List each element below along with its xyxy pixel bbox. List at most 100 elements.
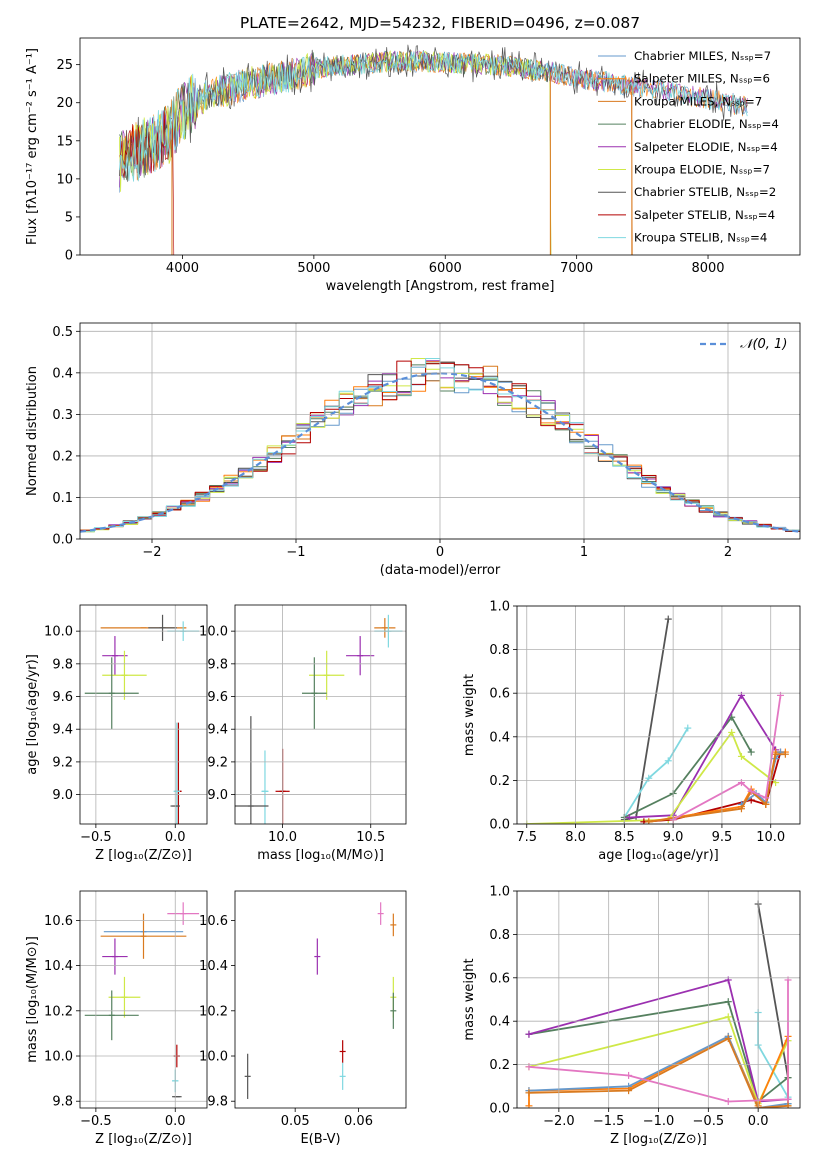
y-tick-label: 0.8 [489,643,510,658]
plot-area [523,615,789,824]
x-tick-label: −1 [286,545,305,560]
chart-spectrum: 4000 5000 6000 7000 8000 0 5 10 15 20 25 wavelength… [25,37,801,294]
spectrum-line [119,51,748,182]
y-axis-label: mass [log₁₀(M/M⊙)] [25,936,40,1063]
y-tick-label: 9.2 [52,755,73,770]
chart-weight_vs_Z: −2.0 −1.5 −1.0 −0.5 0.0 0.0 0.2 0.4 0.6 0.8 1.0 Z [… [462,885,801,1147]
x-tick-label: 1 [580,545,588,560]
x-tick-label: 6000 [429,261,462,276]
x-axis-label: E(B-V) [300,1132,340,1147]
y-tick-label: 10.2 [199,1004,228,1019]
x-axis-label: wavelength [Angstrom, rest frame] [326,279,555,294]
y-tick-label: 10.2 [44,1004,73,1019]
chart-mass_vs_Z: −0.5 0.0 9.8 10.0 10.2 10.4 10.6 Z [log₁₀(Z/Z⊙)… [25,890,208,1147]
y-tick-label: 0.4 [489,1015,510,1030]
y-axis-label: Normed distribution [25,366,40,496]
y-tick-label: 0.6 [489,971,510,986]
legend: Chabrier MILES, Nₛₛₚ=7 Salpeter MILES, Nₛ… [598,49,779,245]
x-axis-label: age [log₁₀(age/yr)] [598,848,719,863]
plot-area [84,614,200,824]
y-tick-label: 0.1 [52,491,73,506]
legend-label: Chabrier STELIB, Nₛₛₚ=2 [634,185,776,199]
legend-label: Kroupa MILES, Nₛₛₚ=7 [634,94,762,108]
y-tick-label: 10.6 [44,914,73,929]
y-tick-label: 20 [56,96,73,111]
y-axis-label: mass weight [462,958,477,1040]
y-tick-label: 10.4 [199,959,228,974]
y-tick-label: 9.4 [207,723,228,738]
y-tick-label: 9.0 [207,788,228,803]
y-tick-label: 0.6 [489,687,510,702]
spectrum-line [119,50,552,255]
x-tick-label: 5000 [297,261,330,276]
y-tick-label: 5 [65,210,73,225]
legend-label: Chabrier ELODIE, Nₛₛₚ=4 [634,117,779,131]
y-tick-label: 9.8 [207,657,228,672]
legend-label: Chabrier MILES, Nₛₛₚ=7 [634,49,771,63]
chart-residuals: −2 −1 0 1 2 0.0 0.1 0.2 0.3 0.4 0.5 (data-model)/er… [25,322,801,578]
x-axis-label: (data-model)/error [380,563,501,578]
x-tick-label: −0.5 [80,1114,112,1129]
y-axis-label: Flux [fλ10⁻¹⁷ erg cm⁻² s⁻¹ A⁻¹] [25,48,40,245]
y-tick-label: 0.4 [489,730,510,745]
axes-frame [79,322,801,540]
chart-mass_vs_EBV: 0.05 0.06 9.8 10.0 10.2 10.4 10.6 E(B-V) [199,890,407,1147]
y-tick-label: 9.8 [52,657,73,672]
y-tick-label: 0.5 [52,325,73,340]
x-tick-label: 7.5 [516,830,537,845]
y-tick-label: 0.8 [489,928,510,943]
weight-series-line [629,694,777,819]
x-axis-label: mass [log₁₀(M/M⊙)] [257,848,384,863]
x-tick-label: 4000 [166,261,199,276]
spectrum-line [119,111,175,255]
y-tick-label: 0.0 [489,1102,510,1117]
x-tick-label: 10.0 [756,830,785,845]
x-tick-label: 7000 [560,261,593,276]
y-tick-label: 0.4 [52,366,73,381]
y-tick-label: 9.0 [52,788,73,803]
y-axis-label: age [log₁₀(age/yr)] [25,654,40,775]
y-tick-label: 10.0 [44,1050,73,1065]
y-tick-label: 10 [56,172,73,187]
axes-frame [79,37,801,256]
x-tick-label: 0 [436,545,444,560]
weight-series-line [528,1000,789,1103]
chart-age_vs_Z: −0.5 0.0 9.0 9.2 9.4 9.6 9.8 10.0 Z [log₁₀(Z/Z⊙)… [25,604,208,863]
legend-label: Salpeter MILES, Nₛₛₚ=6 [634,72,770,86]
x-tick-label: −1.5 [593,1114,625,1129]
legend-label: Kroupa ELODIE, Nₛₛₚ=7 [634,163,770,177]
legend-label: Salpeter STELIB, Nₛₛₚ=4 [634,208,775,222]
spectrum-line [119,50,552,255]
y-tick-label: 0.0 [52,533,73,548]
weight-series-line [624,618,670,821]
x-axis-label: Z [log₁₀(Z/Z⊙)] [95,1132,192,1147]
x-tick-label: −2.0 [543,1114,575,1129]
chart-age_vs_mass: 10.0 10.5 9.0 9.2 9.4 9.6 9.8 10.0 mass [log₁₀(M… [199,604,407,863]
chart-weight_vs_age: 7.5 8.0 8.5 9.0 9.5 10.0 0.0 0.2 0.4 0.6 0.8 1.0 age… [462,600,801,863]
y-tick-label: 0 [65,249,73,264]
x-tick-label: 8000 [691,261,724,276]
y-tick-label: 10.6 [199,914,228,929]
axes-frame [516,890,801,1109]
axes-frame [516,605,801,825]
y-tick-label: 9.4 [52,723,73,738]
plot-area [244,902,397,1099]
x-tick-label: 8.5 [614,830,635,845]
y-tick-label: 10.0 [199,625,228,640]
plot-area [119,44,748,255]
x-tick-label: 0.0 [748,1114,769,1129]
x-tick-label: 9.5 [712,830,733,845]
legend-label: Salpeter ELODIE, Nₛₛₚ=4 [634,140,778,154]
weight-series-line [623,716,752,819]
legend-label: Kroupa STELIB, Nₛₛₚ=4 [634,231,767,245]
y-tick-label: 10.0 [44,625,73,640]
y-tick-label: 0.2 [489,774,510,789]
y-tick-label: 10.4 [44,959,73,974]
y-tick-label: 1.0 [489,885,510,900]
weight-series-line [623,727,689,818]
x-tick-label: 2 [724,545,732,560]
x-tick-label: 10.5 [356,830,385,845]
y-tick-label: 25 [56,58,73,73]
x-tick-label: −2 [142,545,161,560]
spectrum-line [119,50,748,188]
